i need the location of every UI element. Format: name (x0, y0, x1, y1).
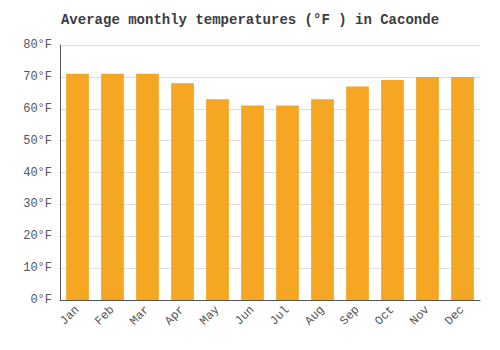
svg-text:60°F: 60°F (23, 102, 52, 116)
svg-text:20°F: 20°F (23, 229, 52, 243)
svg-text:Jun: Jun (232, 303, 257, 328)
svg-text:Jan: Jan (57, 303, 82, 328)
svg-text:30°F: 30°F (23, 197, 52, 211)
svg-text:Jul: Jul (267, 303, 292, 328)
svg-text:50°F: 50°F (23, 134, 52, 148)
svg-text:10°F: 10°F (23, 261, 52, 275)
svg-text:Sep: Sep (337, 303, 362, 328)
svg-text:Oct: Oct (372, 303, 397, 328)
svg-text:40°F: 40°F (23, 166, 52, 180)
svg-text:Aug: Aug (302, 303, 327, 328)
svg-text:Nov: Nov (407, 303, 432, 328)
svg-text:Mar: Mar (127, 303, 152, 328)
svg-text:May: May (197, 303, 222, 328)
svg-text:0°F: 0°F (30, 293, 52, 307)
svg-text:Average monthly temperatures (: Average monthly temperatures (°F ) in Ca… (61, 12, 439, 28)
svg-text:Dec: Dec (442, 303, 467, 328)
svg-text:70°F: 70°F (23, 70, 52, 84)
svg-text:80°F: 80°F (23, 38, 52, 52)
svg-text:Feb: Feb (92, 303, 117, 328)
svg-text:Apr: Apr (162, 303, 187, 328)
